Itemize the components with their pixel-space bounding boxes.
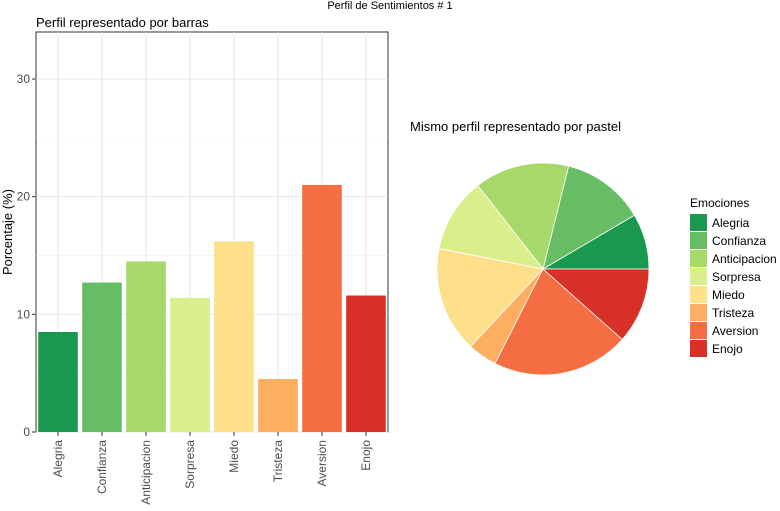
legend-swatch-alegria bbox=[690, 214, 707, 231]
bar-y-axis: 0 10 20 30 bbox=[17, 72, 36, 439]
pie-slice-confianza bbox=[542, 165, 635, 270]
bar-sorpresa bbox=[170, 297, 210, 432]
bar-anticipacion bbox=[126, 261, 166, 432]
pie-slice-anticipacion bbox=[477, 162, 570, 270]
page-title: Perfil de Sentimientos # 1 bbox=[327, 0, 452, 12]
bar-x-axis: Alegria Confianza Anticipacion Sorpresa Mied… bbox=[51, 432, 373, 505]
legend-swatch-aversion bbox=[690, 322, 707, 339]
legend-label-alegria: Alegria bbox=[712, 216, 750, 230]
bar-miedo bbox=[214, 241, 254, 432]
legend-label-sorpresa: Sorpresa bbox=[712, 270, 761, 284]
y-tick-label: 20 bbox=[17, 190, 31, 204]
x-tick-label: Aversion bbox=[315, 440, 329, 486]
x-tick-label: Tristeza bbox=[271, 440, 285, 483]
legend-label-enojo: Enojo bbox=[712, 342, 743, 356]
bar-chart-title: Perfil representado por barras bbox=[36, 15, 209, 30]
legend-swatch-enojo bbox=[690, 340, 707, 357]
pie-slices bbox=[436, 162, 650, 376]
y-tick-label: 10 bbox=[17, 307, 31, 321]
legend-label-miedo: Miedo bbox=[712, 288, 745, 302]
bar-y-axis-label: Porcentaje (%) bbox=[0, 189, 15, 275]
x-tick-label: Confianza bbox=[95, 440, 109, 494]
bar-enojo bbox=[346, 295, 386, 432]
legend-swatch-sorpresa bbox=[690, 268, 707, 285]
bar-chart: Perfil representado por barras 0 10 20 30 A… bbox=[0, 15, 389, 505]
pie-slice-miedo bbox=[436, 248, 544, 348]
pie-slice-enojo bbox=[541, 268, 650, 340]
pie-chart: Mismo perfil representado por pastel Emo… bbox=[410, 119, 777, 376]
bar-bars bbox=[38, 184, 386, 432]
legend-swatch-anticipacion bbox=[690, 250, 707, 267]
legend-label-tristeza: Tristeza bbox=[712, 306, 755, 320]
pie-slice-sorpresa bbox=[438, 184, 544, 270]
bar-confianza bbox=[82, 282, 122, 432]
x-tick-label: Sorpresa bbox=[183, 440, 197, 489]
y-tick-label: 0 bbox=[23, 425, 30, 439]
x-tick-label: Miedo bbox=[227, 440, 241, 473]
x-tick-label: Enojo bbox=[359, 440, 373, 471]
bar-aversion bbox=[302, 184, 342, 432]
pie-legend: Emociones Alegria Confianza Anticipacion So… bbox=[690, 196, 777, 357]
bar-alegria bbox=[38, 332, 78, 432]
legend-swatch-tristeza bbox=[690, 304, 707, 321]
legend-label-aversion: Aversion bbox=[712, 324, 758, 338]
x-tick-label: Alegria bbox=[51, 440, 65, 478]
y-tick-label: 30 bbox=[17, 72, 31, 86]
legend-label-anticipacion: Anticipacion bbox=[712, 252, 777, 266]
pie-slice-aversion bbox=[494, 268, 623, 376]
x-tick-label: Anticipacion bbox=[139, 440, 153, 505]
legend-swatch-miedo bbox=[690, 286, 707, 303]
legend-title: Emociones bbox=[690, 196, 749, 210]
legend-label-confianza: Confianza bbox=[712, 234, 766, 248]
legend-swatch-confianza bbox=[690, 232, 707, 249]
bar-tristeza bbox=[258, 379, 298, 432]
pie-chart-title: Mismo perfil representado por pastel bbox=[410, 119, 621, 134]
